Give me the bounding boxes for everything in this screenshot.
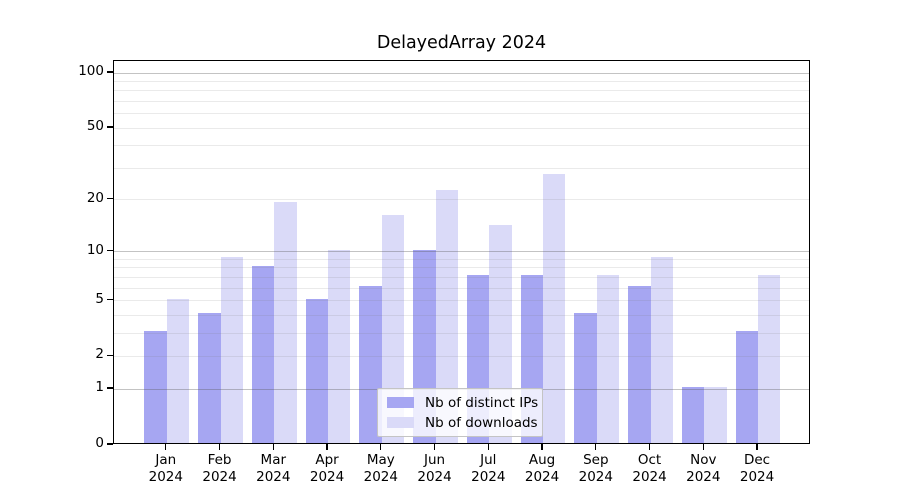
bar-distinct-ips-5	[359, 286, 382, 443]
bar-distinct-ips-2	[198, 313, 221, 443]
x-axis-tick	[541, 444, 543, 450]
x-axis-tick	[487, 444, 489, 450]
gridline-100	[114, 72, 809, 74]
bar-downloads-3	[274, 201, 297, 443]
chart-title: DelayedArray 2024	[376, 33, 547, 53]
bar-downloads-2	[220, 257, 243, 443]
x-axis-tick	[165, 444, 167, 450]
gridline-6	[114, 287, 809, 289]
bar-downloads-6	[435, 190, 458, 443]
gridline-30	[114, 167, 809, 169]
gridline-20	[114, 199, 809, 201]
gridline-4	[114, 314, 809, 316]
x-axis-tick	[380, 444, 382, 450]
y-tick-label: 1	[95, 379, 104, 396]
gridline-7	[114, 276, 809, 278]
bar-downloads-9	[596, 275, 620, 443]
legend-label-downloads: Nb of downloads	[425, 414, 538, 431]
legend-swatch-downloads-icon	[387, 417, 414, 428]
gridline-9	[114, 258, 809, 260]
y-axis-tick	[107, 71, 113, 73]
y-tick-label: 100	[78, 63, 104, 80]
x-tick-label: Apr 2024	[309, 452, 345, 485]
x-axis-tick	[756, 444, 758, 450]
x-tick-label: Dec 2024	[739, 452, 775, 485]
y-axis-tick	[107, 126, 113, 128]
x-tick-label: Oct 2024	[632, 452, 667, 485]
gridline-70	[114, 100, 809, 102]
bar-distinct-ips-3	[251, 265, 275, 443]
y-tick-label: 5	[95, 290, 104, 307]
gridline-5	[114, 300, 809, 302]
x-tick-label: Nov 2024	[686, 452, 721, 485]
gridline-90	[114, 80, 809, 82]
x-axis-tick	[648, 444, 651, 450]
x-tick-label: Jun 2024	[417, 452, 452, 485]
plot-area	[113, 60, 810, 444]
legend-item-distinct-ips: Nb of distinct IPs	[387, 395, 542, 411]
y-tick-label: 10	[86, 241, 104, 258]
gridline-50	[114, 127, 809, 129]
bar-downloads-10	[650, 257, 673, 443]
x-tick-label: Jan 2024	[148, 452, 183, 485]
bar-downloads-4	[328, 249, 351, 443]
y-tick-label: 20	[86, 189, 104, 206]
x-tick-label: Sep 2024	[578, 452, 613, 485]
legend-item-downloads: Nb of downloads	[387, 415, 542, 431]
gridline-10	[114, 251, 809, 253]
bar-distinct-ips-11	[681, 387, 705, 443]
x-tick-label: Feb 2024	[202, 452, 237, 485]
x-axis-tick	[595, 444, 597, 450]
x-tick-label: Mar 2024	[256, 452, 291, 485]
bar-distinct-ips-10	[628, 286, 651, 443]
y-axis-tick	[107, 298, 113, 301]
bar-downloads-8	[543, 174, 566, 443]
x-axis-tick	[326, 444, 328, 450]
y-axis-tick	[107, 443, 113, 445]
y-axis-tick	[107, 250, 113, 252]
x-axis-tick	[272, 444, 274, 450]
bar-downloads-5	[381, 214, 405, 443]
gridline-40	[114, 145, 809, 147]
x-tick-label: Jul 2024	[471, 452, 506, 485]
gridline-2	[114, 355, 809, 357]
y-tick-label: 2	[95, 346, 104, 363]
gridline-60	[114, 113, 809, 115]
y-tick-label: 50	[86, 118, 104, 135]
x-tick-label: May 2024	[363, 452, 398, 485]
gridline-3	[114, 332, 809, 334]
gridline-8	[114, 267, 809, 269]
x-axis-tick	[702, 444, 704, 450]
bar-distinct-ips-4	[305, 298, 329, 443]
bar-distinct-ips-9	[574, 313, 597, 443]
gridline-80	[114, 90, 809, 92]
legend: Nb of distinct IPs Nb of downloads	[377, 388, 543, 437]
x-axis-tick	[433, 444, 436, 450]
x-tick-label: Aug 2024	[524, 452, 560, 485]
y-axis-tick	[107, 197, 113, 200]
legend-swatch-distinct-ips-icon	[387, 397, 414, 408]
bar-distinct-ips-12	[735, 331, 759, 443]
bar-downloads-12	[758, 275, 781, 443]
bar-downloads-11	[704, 387, 727, 443]
bar-distinct-ips-1	[144, 331, 167, 443]
y-axis-tick	[107, 354, 113, 357]
legend-label-distinct-ips: Nb of distinct IPs	[425, 394, 539, 411]
y-axis-tick	[107, 387, 113, 389]
y-tick-label: 0	[95, 435, 104, 451]
x-axis-tick	[218, 444, 221, 450]
bar-downloads-1	[166, 298, 190, 443]
